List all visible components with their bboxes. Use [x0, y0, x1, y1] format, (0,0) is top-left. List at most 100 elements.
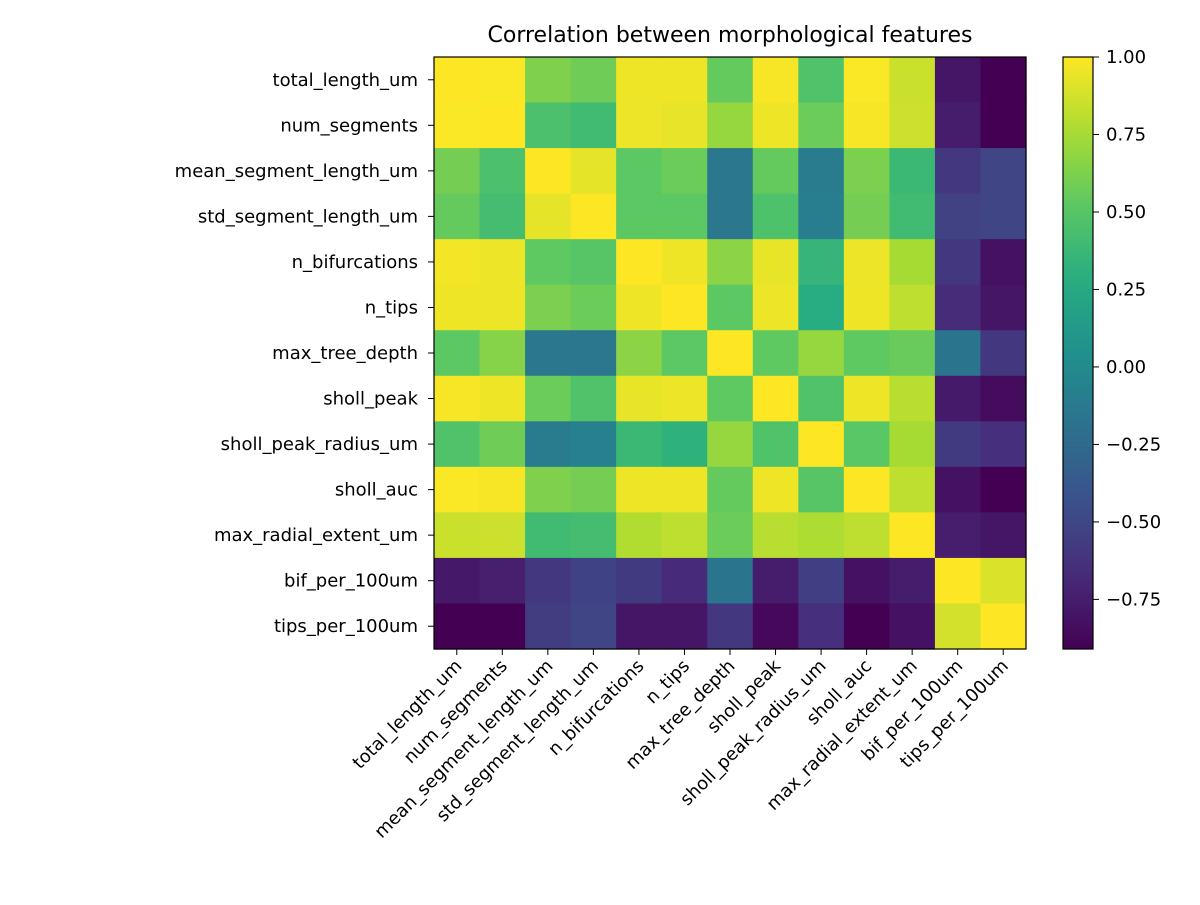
- heatmap-cell: [570, 421, 617, 468]
- y-tick-label: sholl_peak: [323, 389, 418, 410]
- axes-border: [433, 56, 1027, 650]
- heatmap-cell: [661, 57, 708, 104]
- colorbar-tick-label: 0.25: [1106, 279, 1146, 300]
- heatmap-cell: [980, 557, 1027, 605]
- heatmap-cell: [843, 466, 890, 513]
- heatmap-cell: [434, 284, 481, 331]
- heatmap-cell: [752, 512, 799, 559]
- heatmap-cell: [479, 239, 526, 286]
- heatmap-cell: [616, 193, 663, 240]
- heatmap-cell: [434, 239, 481, 286]
- heatmap-cell: [843, 102, 890, 149]
- heatmap-cell: [889, 603, 936, 650]
- heatmap-cell: [525, 330, 572, 377]
- heatmap-cell: [889, 421, 936, 468]
- heatmap-cell: [525, 375, 572, 422]
- heatmap-cell: [525, 102, 572, 149]
- colorbar: −0.75 −0.50 −0.25 0.00 0.25 0.50 0.75 1.00: [1062, 47, 1161, 650]
- heatmap-cell: [570, 239, 617, 286]
- colorbar-tick-label: 0.00: [1106, 357, 1146, 378]
- heatmap-cell: [525, 148, 572, 195]
- heatmap-cell: [934, 102, 982, 149]
- heatmap-cell: [707, 466, 754, 513]
- heatmap-cell: [752, 284, 799, 331]
- colorbar-tick-label: 0.75: [1106, 124, 1146, 145]
- heatmap-cell: [843, 375, 890, 422]
- heatmap-cell: [661, 102, 708, 149]
- heatmap-cell: [479, 512, 526, 559]
- heatmap-cell: [843, 330, 890, 377]
- heatmap-cell: [843, 557, 890, 605]
- x-tick-label: mean_segment_length_um: [370, 656, 557, 843]
- colorbar-tick-label: −0.25: [1106, 434, 1161, 455]
- heatmap-cell: [479, 557, 526, 605]
- heatmap-cell: [707, 512, 754, 559]
- heatmap-cell: [570, 102, 617, 149]
- heatmap-cell: [434, 557, 481, 605]
- y-tick-label: num_segments: [280, 115, 418, 136]
- heatmap-cell: [843, 57, 890, 104]
- y-tick-label: sholl_peak_radius_um: [221, 434, 418, 455]
- x-axis-labels: total_length_umnum_segmentsmean_segment_…: [349, 649, 1013, 843]
- heatmap-cell: [616, 375, 663, 422]
- heatmap-cell: [661, 375, 708, 422]
- heatmap-cell: [843, 148, 890, 195]
- heatmap-cell: [661, 603, 708, 650]
- heatmap-cell: [843, 239, 890, 286]
- colorbar-tick-label: −0.50: [1106, 512, 1161, 533]
- heatmap-cell: [798, 421, 845, 468]
- heatmap-cell: [525, 57, 572, 104]
- heatmap-cell: [843, 603, 890, 650]
- heatmap-cell: [479, 466, 526, 513]
- heatmap-cell: [980, 284, 1027, 331]
- heatmap-cell: [798, 239, 845, 286]
- heatmap-cell: [934, 512, 982, 559]
- heatmap-cell: [934, 148, 982, 195]
- heatmap-cell: [980, 512, 1027, 559]
- heatmap-cell: [843, 284, 890, 331]
- heatmap-cell: [798, 512, 845, 559]
- heatmap-cell: [889, 466, 936, 513]
- heatmap-cell: [661, 193, 708, 240]
- heatmap-cell: [843, 421, 890, 468]
- heatmap-cell: [889, 330, 936, 377]
- heatmap-cell: [616, 603, 663, 650]
- heatmap-cell: [889, 284, 936, 331]
- heatmap-cell: [843, 193, 890, 240]
- heatmap-cell: [707, 57, 754, 104]
- heatmap-cell: [525, 284, 572, 331]
- heatmap-cell: [707, 102, 754, 149]
- heatmap-cell: [434, 375, 481, 422]
- heatmap-cell: [434, 603, 481, 650]
- y-tick-label: max_tree_depth: [272, 343, 418, 364]
- heatmap-cell: [479, 57, 526, 104]
- heatmap-cell: [980, 421, 1027, 468]
- heatmap-cell: [479, 284, 526, 331]
- colorbar-gradient: [1062, 56, 1094, 650]
- heatmap-cell: [570, 466, 617, 513]
- heatmap-cell: [752, 330, 799, 377]
- heatmap-cell: [434, 421, 481, 468]
- heatmap-cell: [798, 102, 845, 149]
- heatmap-cell: [661, 148, 708, 195]
- heatmap-cell: [934, 193, 982, 240]
- heatmap-cell: [616, 512, 663, 559]
- heatmap-cell: [707, 421, 754, 468]
- heatmap-cell: [889, 557, 936, 605]
- heatmap-cell: [616, 239, 663, 286]
- heatmap-cell: [798, 57, 845, 104]
- heatmap-cell: [525, 239, 572, 286]
- heatmap-cell: [570, 57, 617, 104]
- heatmap-cell: [479, 421, 526, 468]
- heatmap-cell: [934, 239, 982, 286]
- heatmap-cell: [798, 466, 845, 513]
- y-tick-label: total_length_um: [273, 70, 418, 91]
- heatmap-cell: [798, 284, 845, 331]
- heatmap-cell: [752, 557, 799, 605]
- heatmap-cell: [934, 57, 982, 104]
- heatmap-cell: [889, 239, 936, 286]
- y-axis-labels: total_length_um num_segments mean_segment_…: [175, 70, 434, 637]
- heatmap-cell: [616, 57, 663, 104]
- heatmap-cell: [980, 102, 1027, 149]
